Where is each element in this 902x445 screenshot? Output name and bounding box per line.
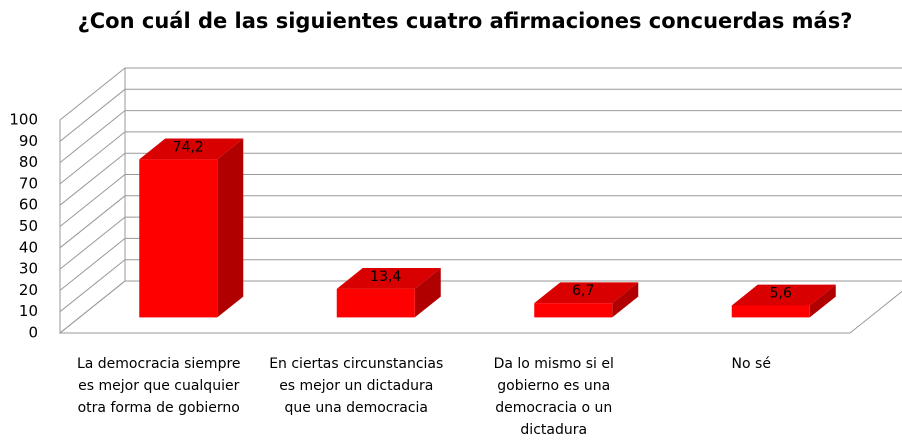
- y-tick-label: 70: [19, 174, 38, 192]
- y-tick-label: 20: [19, 281, 38, 299]
- grid-line: [59, 67, 902, 121]
- grid-line: [59, 110, 902, 163]
- y-tick-label: 60: [19, 196, 38, 214]
- grid-line: [59, 195, 902, 249]
- bar-top: [139, 138, 244, 160]
- bar-top: [534, 282, 639, 304]
- bar: [534, 303, 613, 318]
- bar-top: [731, 284, 836, 306]
- bar-top: [336, 268, 441, 289]
- y-tick-label: 100: [9, 111, 38, 129]
- x-tick-label: Da lo mismo si el gobierno es una democrac…: [494, 356, 614, 438]
- x-tick-label: La democracia siempre es mejor que cualqu…: [77, 356, 241, 416]
- y-tick-label: 30: [19, 260, 38, 278]
- chart-title: ¿Con cuál de las siguientes cuatro afirm…: [78, 9, 853, 33]
- grid-line: [59, 259, 902, 313]
- bar-side: [809, 284, 836, 318]
- y-tick-label: 90: [19, 132, 38, 150]
- y-tick-label: 0: [28, 324, 38, 342]
- y-tick-label: 10: [19, 302, 38, 320]
- grid-line: [59, 152, 902, 206]
- grid-line: [59, 174, 902, 227]
- data-label: 13,4: [370, 269, 401, 285]
- bar: [731, 305, 810, 318]
- y-tick-label: 40: [19, 238, 38, 256]
- y-tick-label: 50: [19, 217, 38, 235]
- data-label: 5,6: [770, 285, 792, 301]
- x-tick-label: No sé: [732, 356, 771, 372]
- bar-side: [612, 282, 639, 318]
- bar-side: [217, 138, 244, 318]
- x-tick-label: En ciertas circunstancias es mejor un dic…: [269, 356, 443, 416]
- data-label: 6,7: [572, 283, 594, 299]
- y-tick-label: 80: [19, 153, 38, 171]
- bar: [336, 288, 415, 318]
- grid-line: [59, 216, 902, 270]
- bar: [139, 159, 218, 318]
- bar-side: [414, 268, 441, 318]
- grid-line: [59, 237, 902, 291]
- grid-line: [59, 131, 902, 185]
- grid-line: [59, 280, 902, 334]
- data-label: 74,2: [173, 139, 204, 155]
- grid-line: [59, 88, 902, 142]
